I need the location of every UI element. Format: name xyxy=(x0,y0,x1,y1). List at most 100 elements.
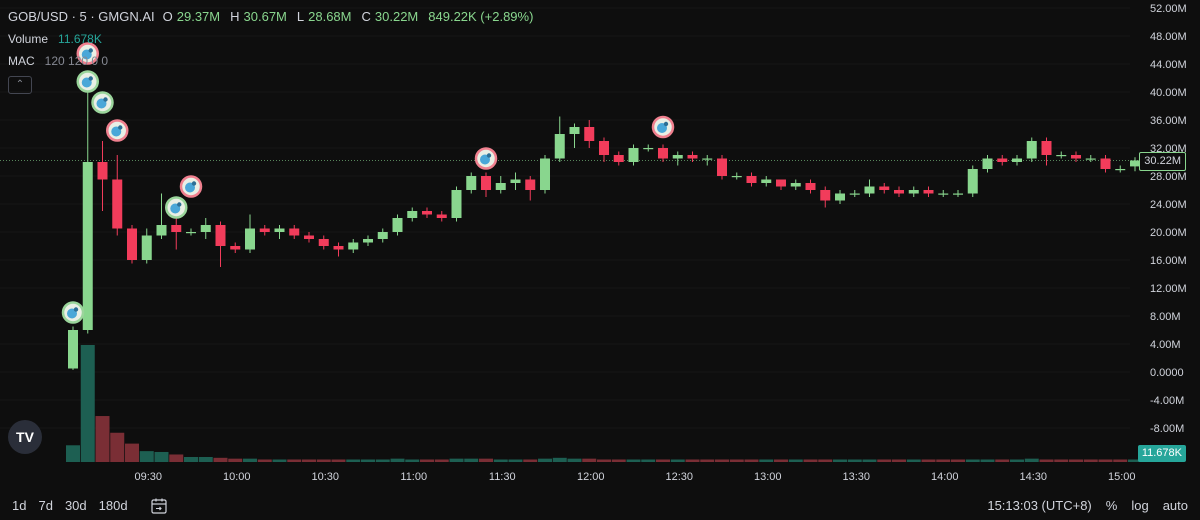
candle[interactable] xyxy=(127,225,137,264)
candle[interactable] xyxy=(1012,155,1022,166)
candle[interactable] xyxy=(584,120,595,148)
candle[interactable] xyxy=(982,155,993,173)
volume-bar xyxy=(198,456,213,462)
sell-marker-icon[interactable] xyxy=(106,119,129,142)
candle[interactable] xyxy=(569,123,580,149)
candle[interactable] xyxy=(200,218,211,239)
candle[interactable] xyxy=(436,211,447,222)
candle[interactable] xyxy=(790,179,801,191)
candle[interactable] xyxy=(466,172,477,194)
candle[interactable] xyxy=(274,225,285,239)
candle[interactable] xyxy=(304,232,314,243)
candle[interactable] xyxy=(1026,137,1037,163)
buy-marker-icon[interactable] xyxy=(61,301,85,324)
price-chart[interactable]: -8.00M -4.00M 0.0000 4.00M 8.00M 12.00M 16.00M… xyxy=(0,0,1200,491)
candle[interactable] xyxy=(1115,165,1126,173)
candle[interactable] xyxy=(554,116,565,163)
candle[interactable] xyxy=(879,183,890,194)
candle[interactable] xyxy=(525,176,536,201)
candle[interactable] xyxy=(68,326,78,370)
percent-scale-button[interactable]: % xyxy=(1105,498,1118,513)
candle[interactable] xyxy=(230,242,241,254)
candle[interactable] xyxy=(599,137,609,163)
candle[interactable] xyxy=(171,214,182,250)
candle[interactable] xyxy=(451,186,462,222)
candle[interactable] xyxy=(746,172,757,187)
candle[interactable] xyxy=(112,155,123,236)
candle[interactable] xyxy=(687,151,698,163)
candle[interactable] xyxy=(820,186,831,208)
sell-marker-icon[interactable] xyxy=(474,147,498,170)
candle[interactable] xyxy=(1130,157,1140,172)
candle[interactable] xyxy=(1056,151,1067,159)
candle[interactable] xyxy=(923,186,934,198)
candle[interactable] xyxy=(333,242,344,257)
candle[interactable] xyxy=(805,179,816,194)
candle[interactable] xyxy=(864,179,875,198)
candle[interactable] xyxy=(938,190,949,197)
range-30d-button[interactable]: 30d xyxy=(64,498,87,513)
candle[interactable] xyxy=(628,144,639,166)
candle[interactable] xyxy=(245,214,255,254)
candle[interactable] xyxy=(495,176,506,194)
candle[interactable] xyxy=(363,235,373,247)
candle[interactable] xyxy=(1041,137,1052,166)
log-scale-button[interactable]: log xyxy=(1131,498,1149,513)
legend-volume-row[interactable]: Volume 11.678K xyxy=(8,28,539,50)
candle[interactable] xyxy=(141,228,152,264)
candle[interactable] xyxy=(348,239,359,253)
tradingview-logo-icon[interactable]: TV xyxy=(8,420,42,454)
auto-scale-button[interactable]: auto xyxy=(1162,498,1188,513)
candle[interactable] xyxy=(510,172,521,191)
candle[interactable] xyxy=(215,221,226,268)
candle[interactable] xyxy=(761,176,772,187)
candle[interactable] xyxy=(82,85,93,334)
candle[interactable] xyxy=(318,235,329,250)
candle[interactable] xyxy=(658,144,668,163)
sell-marker-icon[interactable] xyxy=(76,42,99,65)
candle[interactable] xyxy=(908,186,919,198)
candle-body xyxy=(245,228,255,250)
calendar-range-icon[interactable] xyxy=(150,497,168,515)
collapse-legend-button[interactable]: ⌃ xyxy=(8,76,32,94)
candle[interactable] xyxy=(997,155,1008,166)
symbol-title[interactable]: GOB/USD · 5 · GMGN.AI xyxy=(8,9,155,24)
buy-marker-icon[interactable] xyxy=(165,196,188,219)
candle[interactable] xyxy=(835,190,845,204)
candle[interactable] xyxy=(289,225,300,239)
buy-marker-icon[interactable] xyxy=(91,91,114,114)
candle[interactable] xyxy=(156,193,167,240)
legend-mac-row[interactable]: MAC 120 120 0 0 xyxy=(8,50,539,72)
candle[interactable] xyxy=(776,179,786,191)
candle[interactable] xyxy=(717,155,727,180)
sell-marker-icon[interactable] xyxy=(651,115,675,139)
candle[interactable] xyxy=(1071,151,1081,163)
candle[interactable] xyxy=(702,155,713,166)
candle[interactable] xyxy=(731,172,742,180)
candle[interactable] xyxy=(849,190,860,197)
candle[interactable] xyxy=(1100,155,1111,173)
range-1d-button[interactable]: 1d xyxy=(12,498,27,513)
candle[interactable] xyxy=(97,141,108,211)
range-180d-button[interactable]: 180d xyxy=(98,498,128,513)
candle[interactable] xyxy=(259,225,270,236)
range-7d-button[interactable]: 7d xyxy=(38,498,53,513)
candle[interactable] xyxy=(540,155,550,194)
candle[interactable] xyxy=(186,228,196,236)
candle[interactable] xyxy=(392,214,403,236)
candle[interactable] xyxy=(967,165,978,198)
sell-marker-icon[interactable] xyxy=(179,175,203,198)
candle[interactable] xyxy=(377,228,388,243)
candle[interactable] xyxy=(613,151,624,166)
candle[interactable] xyxy=(422,207,432,219)
candle[interactable] xyxy=(1085,155,1096,162)
clock-timezone[interactable]: 15:13:03 (UTC+8) xyxy=(987,498,1092,513)
buy-marker-icon[interactable] xyxy=(76,70,99,93)
candle[interactable] xyxy=(894,186,904,198)
candle[interactable] xyxy=(672,151,683,166)
candle[interactable] xyxy=(643,144,654,152)
candle[interactable] xyxy=(481,172,491,198)
candle[interactable] xyxy=(953,190,963,197)
candle[interactable] xyxy=(407,207,418,222)
